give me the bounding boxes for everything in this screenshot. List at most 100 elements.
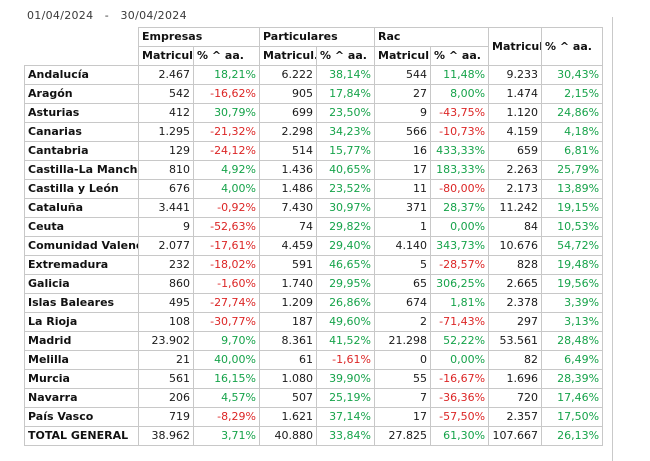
- cell-total-matricul: 82: [488, 350, 543, 370]
- cell-rac-pct: 433,33%: [430, 141, 490, 161]
- header-empresas-pct: % ^ aa.: [192, 46, 261, 66]
- cell-empresas-matricul: 206: [138, 388, 194, 408]
- cell-total-pct: 3,13%: [541, 312, 604, 332]
- cell-rac-matricul: 566: [374, 122, 432, 142]
- cell-rac-pct: -36,36%: [430, 388, 490, 408]
- cell-empresas-matricul: 21: [138, 350, 194, 370]
- cell-total-pct: 6,49%: [541, 350, 604, 370]
- cell-empresas-matricul: 542: [138, 84, 194, 104]
- cell-particulares-pct: 29,40%: [316, 236, 376, 256]
- cell-rac-pct: -43,75%: [430, 103, 490, 123]
- cell-rac-pct: 11,48%: [430, 65, 490, 85]
- cell-empresas-pct: 3,71%: [192, 426, 261, 446]
- cell-empresas-pct: -24,12%: [192, 141, 261, 161]
- cell-particulares-pct: -1,61%: [316, 350, 376, 370]
- cell-empresas-matricul: 3.441: [138, 198, 194, 218]
- table-row: Cantabria 129 -24,12% 514 15,77% 16 433,33% 659…: [24, 141, 604, 161]
- header-empresas: Empresas: [137, 27, 261, 47]
- cell-rac-matricul: 4.140: [374, 236, 432, 256]
- cell-rac-matricul: 27.825: [374, 426, 432, 446]
- cell-empresas-pct: 30,79%: [192, 103, 261, 123]
- cell-total-pct: 4,18%: [541, 122, 604, 142]
- cell-empresas-pct: 4,57%: [192, 388, 261, 408]
- cell-empresas-matricul: 561: [138, 369, 194, 389]
- cell-rac-matricul: 11: [374, 179, 432, 199]
- table-row: Canarias 1.295 -21,32% 2.298 34,23% 566 -10,73…: [24, 122, 604, 142]
- cell-particulares-pct: 38,14%: [316, 65, 376, 85]
- region-name: Ceuta: [24, 217, 139, 237]
- cell-rac-pct: -10,73%: [430, 122, 490, 142]
- cell-empresas-pct: -8,29%: [192, 407, 261, 427]
- cell-rac-pct: 28,37%: [430, 198, 490, 218]
- cell-total-pct: 17,50%: [541, 407, 604, 427]
- cell-empresas-pct: -27,74%: [192, 293, 261, 313]
- region-name: La Rioja: [24, 312, 139, 332]
- cell-total-pct: 24,86%: [541, 103, 604, 123]
- date-to: 30/04/2024: [120, 9, 187, 22]
- cell-particulares-pct: 17,84%: [316, 84, 376, 104]
- region-name: Melilla: [24, 350, 139, 370]
- region-name: Cataluña: [24, 198, 139, 218]
- cell-empresas-matricul: 2.077: [138, 236, 194, 256]
- cell-empresas-pct: 4,00%: [192, 179, 261, 199]
- cell-empresas-matricul: 495: [138, 293, 194, 313]
- cell-empresas-matricul: 129: [138, 141, 194, 161]
- cell-empresas-pct: -0,92%: [192, 198, 261, 218]
- cell-total-matricul: 107.667: [488, 426, 543, 446]
- cell-empresas-pct: 4,92%: [192, 160, 261, 180]
- table-row: Islas Baleares 495 -27,74% 1.209 26,86% 674 1,…: [24, 293, 604, 313]
- table-row: Murcia 561 16,15% 1.080 39,90% 55 -16,67% 1.696…: [24, 369, 604, 389]
- header-empresas-matricul: Matricul.: [138, 46, 194, 66]
- cell-rac-matricul: 371: [374, 198, 432, 218]
- cell-rac-pct: 52,22%: [430, 331, 490, 351]
- cell-rac-pct: 343,73%: [430, 236, 490, 256]
- cell-particulares-pct: 49,60%: [316, 312, 376, 332]
- cell-total-matricul: 1.474: [488, 84, 543, 104]
- region-name: Galicia: [24, 274, 139, 294]
- header-total-pct: % ^ aa.: [541, 27, 604, 66]
- header-particulares: Particulares: [259, 27, 376, 47]
- table-row: País Vasco 719 -8,29% 1.621 37,14% 17 -57,50% 2…: [24, 407, 604, 427]
- cell-total-matricul: 4.159: [488, 122, 543, 142]
- cell-empresas-pct: -52,63%: [192, 217, 261, 237]
- cell-empresas-matricul: 38.962: [138, 426, 194, 446]
- cell-rac-pct: 183,33%: [430, 160, 490, 180]
- region-name: Madrid: [24, 331, 139, 351]
- cell-total-matricul: 84: [488, 217, 543, 237]
- table-row: Aragón 542 -16,62% 905 17,84% 27 8,00% 1.474 2,1…: [24, 84, 604, 104]
- cell-total-pct: 25,79%: [541, 160, 604, 180]
- cell-particulares-matricul: 2.298: [259, 122, 318, 142]
- table-row: Comunidad Valencia2.077-17,61%4.45929,40…: [24, 236, 604, 256]
- cell-empresas-pct: 18,21%: [192, 65, 261, 85]
- cell-particulares-matricul: 1.209: [259, 293, 318, 313]
- header-rac: Rac: [374, 27, 490, 47]
- region-name: Asturias: [24, 103, 139, 123]
- cell-rac-matricul: 544: [374, 65, 432, 85]
- cell-particulares-pct: 30,97%: [316, 198, 376, 218]
- cell-particulares-pct: 41,52%: [316, 331, 376, 351]
- date-range: 01/04/2024 - 30/04/2024: [27, 9, 187, 22]
- cell-total-matricul: 720: [488, 388, 543, 408]
- cell-rac-matricul: 7: [374, 388, 432, 408]
- table-row: Asturias 412 30,79% 699 23,50% 9 -43,75% 1.120 2…: [24, 103, 604, 123]
- cell-total-pct: 6,81%: [541, 141, 604, 161]
- cell-rac-matricul: 2: [374, 312, 432, 332]
- table-row: Castilla y León 676 4,00% 1.486 23,52% 11 -80,…: [24, 179, 604, 199]
- cell-rac-pct: -16,67%: [430, 369, 490, 389]
- cell-total-matricul: 2.378: [488, 293, 543, 313]
- group-header-row: Empresas Particulares Rac Matricul. % ^ …: [24, 27, 604, 66]
- table-row: Madrid 23.902 9,70% 8.361 41,52% 21.298 52,22%…: [24, 331, 604, 351]
- region-name: Castilla-La Mancha: [24, 160, 139, 180]
- cell-particulares-pct: 37,14%: [316, 407, 376, 427]
- cell-rac-matricul: 0: [374, 350, 432, 370]
- cell-particulares-matricul: 591: [259, 255, 318, 275]
- cell-rac-matricul: 27: [374, 84, 432, 104]
- cell-total-pct: 2,15%: [541, 84, 604, 104]
- region-name: Canarias: [24, 122, 139, 142]
- header-rac-matricul: Matricul.: [374, 46, 432, 66]
- cell-total-pct: 3,39%: [541, 293, 604, 313]
- cell-rac-pct: 306,25%: [430, 274, 490, 294]
- region-name: Navarra: [24, 388, 139, 408]
- cell-particulares-matricul: 7.430: [259, 198, 318, 218]
- table-row: Cataluña 3.441 -0,92% 7.430 30,97% 371 28,37% 1…: [24, 198, 604, 218]
